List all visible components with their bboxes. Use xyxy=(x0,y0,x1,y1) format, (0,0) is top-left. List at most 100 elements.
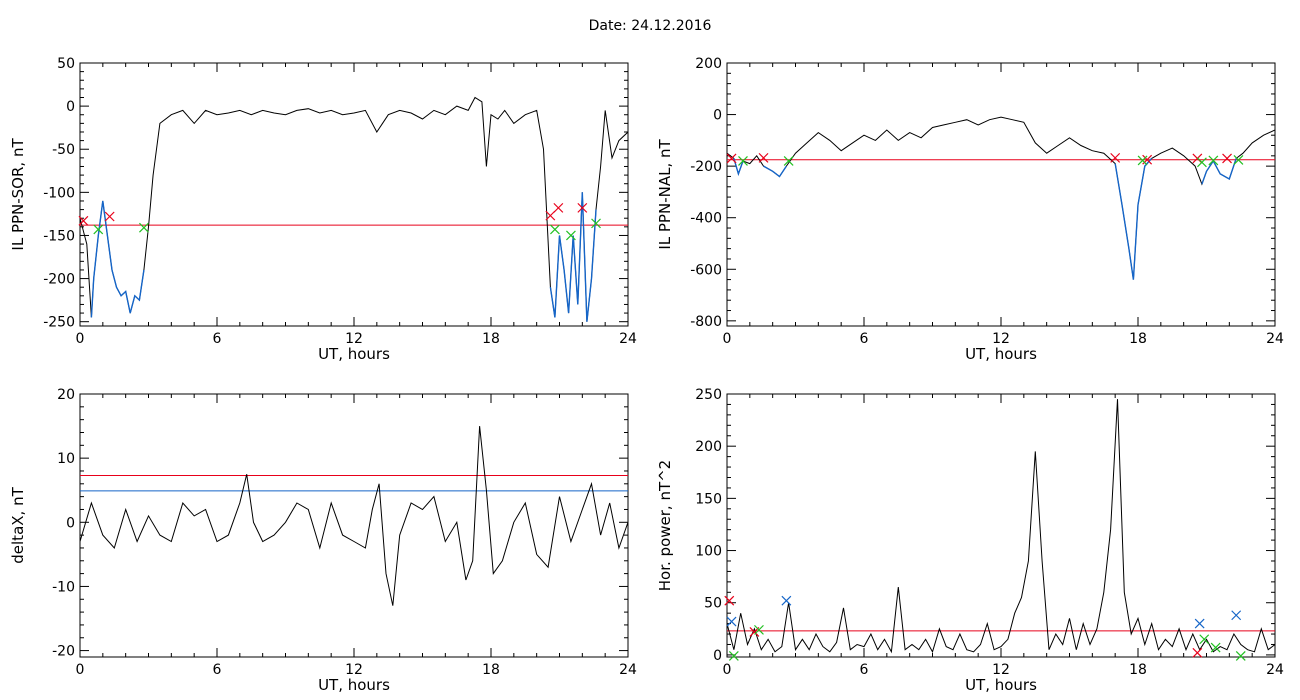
data-line-below-threshold xyxy=(763,165,787,178)
marker-stroke xyxy=(726,153,737,164)
plot-frame xyxy=(79,393,629,658)
y-tick-label: -50 xyxy=(52,142,75,158)
x-tick-label: 6 xyxy=(860,662,869,678)
chart-panel-4: 0 6 12 18 24 0 50 100 150 200 250 UT, hours Hor. pow… xyxy=(656,387,1284,694)
data-line xyxy=(727,116,1275,280)
y-tick-label: -200 xyxy=(43,272,75,288)
y-tick-label: 10 xyxy=(57,451,75,467)
y-tick-label: -150 xyxy=(43,228,75,244)
marker-stroke xyxy=(1194,618,1205,629)
marker-x xyxy=(728,651,739,661)
marker-stroke xyxy=(726,616,737,627)
marker-stroke xyxy=(724,595,735,606)
plot-frame xyxy=(726,393,1276,658)
marker-x xyxy=(1194,618,1205,629)
x-tick-label: 0 xyxy=(76,662,85,678)
x-tick-label: 0 xyxy=(723,331,732,347)
marker-stroke xyxy=(565,230,576,241)
marker-x xyxy=(1231,610,1242,621)
marker-x xyxy=(550,224,560,235)
marker-stroke xyxy=(1231,610,1242,621)
y-axis-label: IL PPN-SOR, nT xyxy=(9,138,27,251)
x-tick-label: 18 xyxy=(482,331,500,347)
marker-stroke xyxy=(738,156,748,166)
marker-x xyxy=(1137,155,1148,166)
chart-panel-1: 0 6 12 18 24 -250 -200 -150 -100 -50 0 50 UT, hours I… xyxy=(9,56,637,363)
marker-x xyxy=(738,156,748,166)
chart-panel-3: 0 6 12 18 24 -20 -10 0 10 20 UT, hours deltaX, nT xyxy=(9,387,637,694)
marker-x xyxy=(1210,642,1221,653)
y-tick-label: -800 xyxy=(690,314,722,330)
x-tick-label: 12 xyxy=(345,331,363,347)
y-tick-label: 250 xyxy=(695,387,722,403)
marker-x xyxy=(1235,651,1246,661)
marker-stroke xyxy=(728,651,739,661)
plot-frame xyxy=(726,62,1276,327)
marker-x xyxy=(726,616,737,627)
marker-stroke xyxy=(1210,642,1221,653)
marker-stroke xyxy=(591,218,601,229)
marker-x xyxy=(754,624,764,635)
y-axis-label: Hor. power, nT^2 xyxy=(656,460,674,591)
y-tick-label: 0 xyxy=(713,108,722,124)
marker-stroke xyxy=(1222,153,1232,164)
marker-x xyxy=(577,202,588,213)
y-tick-label: -200 xyxy=(690,159,722,175)
marker-stroke xyxy=(577,202,588,213)
marker-stroke xyxy=(545,210,556,221)
marker-x xyxy=(78,215,89,226)
marker-x xyxy=(758,152,769,163)
data-line xyxy=(80,96,628,322)
y-tick-label: 0 xyxy=(713,648,722,664)
y-axis-label: deltaX, nT xyxy=(9,486,27,563)
marker-x xyxy=(104,211,115,222)
x-tick-label: 24 xyxy=(1266,331,1284,347)
y-tick-label: 50 xyxy=(57,56,75,72)
figure-title: Date: 24.12.2016 xyxy=(588,18,712,34)
data-line-below-threshold xyxy=(733,158,744,177)
marker-x xyxy=(1208,155,1219,166)
marker-stroke xyxy=(93,224,104,235)
x-axis-label: UT, hours xyxy=(965,676,1037,694)
x-axis-label: UT, hours xyxy=(965,345,1037,363)
marker-stroke xyxy=(1208,155,1219,166)
marker-x xyxy=(1199,634,1210,645)
marker-stroke xyxy=(754,624,764,635)
y-tick-label: 20 xyxy=(57,387,75,403)
data-line-below-threshold xyxy=(1201,158,1237,185)
marker-x xyxy=(1192,647,1203,658)
x-tick-label: 6 xyxy=(860,331,869,347)
marker-x xyxy=(726,153,737,164)
marker-x xyxy=(1222,153,1232,164)
x-tick-label: 24 xyxy=(1266,662,1284,678)
marker-x xyxy=(1233,155,1244,165)
y-axis-label: IL PPN-NAL, nT xyxy=(656,139,674,250)
y-tick-label: -600 xyxy=(690,262,722,278)
y-tick-label: 0 xyxy=(66,99,75,115)
x-tick-label: 18 xyxy=(1129,662,1147,678)
marker-stroke xyxy=(1197,157,1207,168)
x-tick-label: 0 xyxy=(76,331,85,347)
data-line-below-threshold xyxy=(549,192,597,322)
x-tick-label: 24 xyxy=(619,331,637,347)
data-line-below-threshold xyxy=(90,200,145,318)
x-tick-label: 24 xyxy=(619,662,637,678)
marker-x xyxy=(724,595,735,606)
marker-stroke xyxy=(78,215,89,226)
data-line xyxy=(727,399,1275,654)
x-tick-label: 0 xyxy=(723,662,732,678)
marker-stroke xyxy=(1192,647,1203,658)
y-tick-label: -250 xyxy=(43,315,75,331)
x-axis-label: UT, hours xyxy=(318,345,390,363)
marker-stroke xyxy=(1199,634,1210,645)
x-tick-label: 18 xyxy=(482,662,500,678)
y-tick-label: 150 xyxy=(695,491,722,507)
data-line-below-threshold xyxy=(1114,157,1153,280)
marker-x xyxy=(1110,152,1121,163)
x-tick-label: 6 xyxy=(213,662,222,678)
y-tick-label: 200 xyxy=(695,439,722,455)
x-tick-label: 6 xyxy=(213,331,222,347)
marker-stroke xyxy=(783,156,794,166)
y-tick-label: 100 xyxy=(695,544,722,560)
